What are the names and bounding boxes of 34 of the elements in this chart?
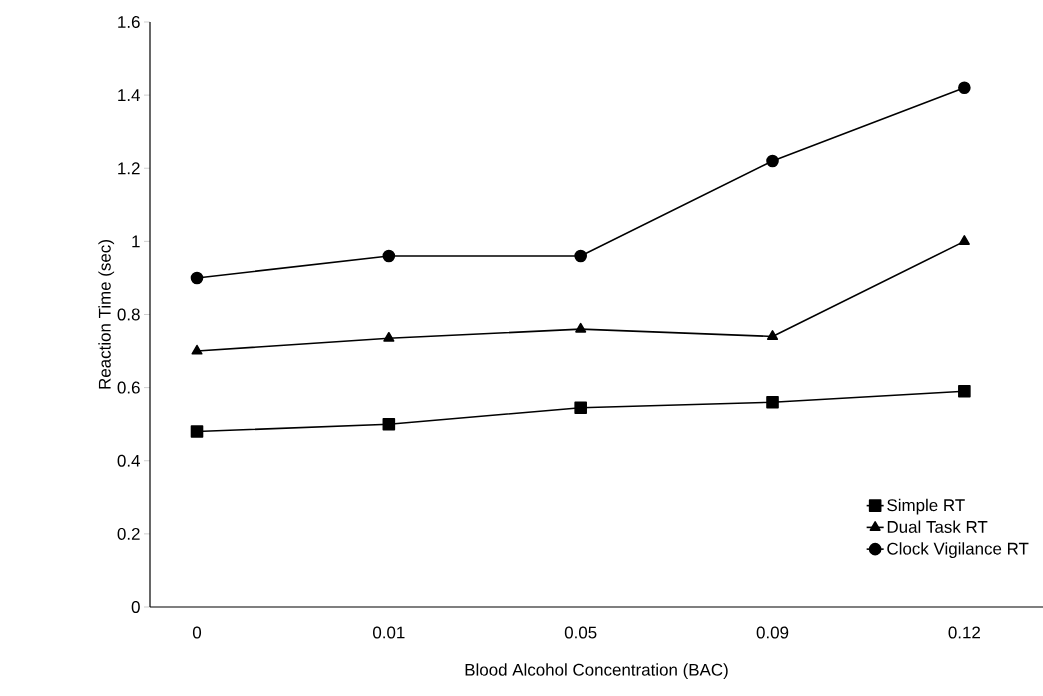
point [190,425,204,438]
point [766,154,779,168]
legend-label: Dual Task RT [887,520,988,533]
point [382,249,396,263]
legend-label: Simple RT [887,498,965,515]
x-axis-title: Blood Alcohol Concentration (BAC) [465,663,728,680]
x-tick-label: 0.05 [564,626,597,639]
y-tick-label: 1.4 [118,89,140,101]
point [766,330,779,340]
point [958,81,971,95]
y-tick-label: 0.4 [117,454,140,467]
x-tick-label: 0.01 [373,626,405,639]
point [382,417,396,431]
point [958,235,970,245]
point [574,249,587,263]
x-tick-label: 0.09 [756,626,789,639]
y-tick-label: 0.2 [117,527,140,540]
y-tick-label: 1.6 [118,16,140,28]
x-tick-label: 0 [192,626,202,639]
x-tick-label: 0.12 [948,626,980,639]
point [574,401,587,415]
y-tick-label: 0.8 [117,308,140,321]
y-axis-title: Reaction Time (sec) [98,240,115,389]
point [958,384,971,398]
y-tick-label: 0.6 [117,381,140,394]
point [191,344,203,355]
point [766,395,779,409]
point [383,331,395,342]
y-tick-label: 1 [132,235,140,248]
y-tick-label: 0 [131,601,140,613]
legend-label: Clock Vigilance RT [887,542,1029,559]
point [575,322,587,333]
y-tick-label: 1.2 [118,162,140,175]
point [190,271,204,285]
